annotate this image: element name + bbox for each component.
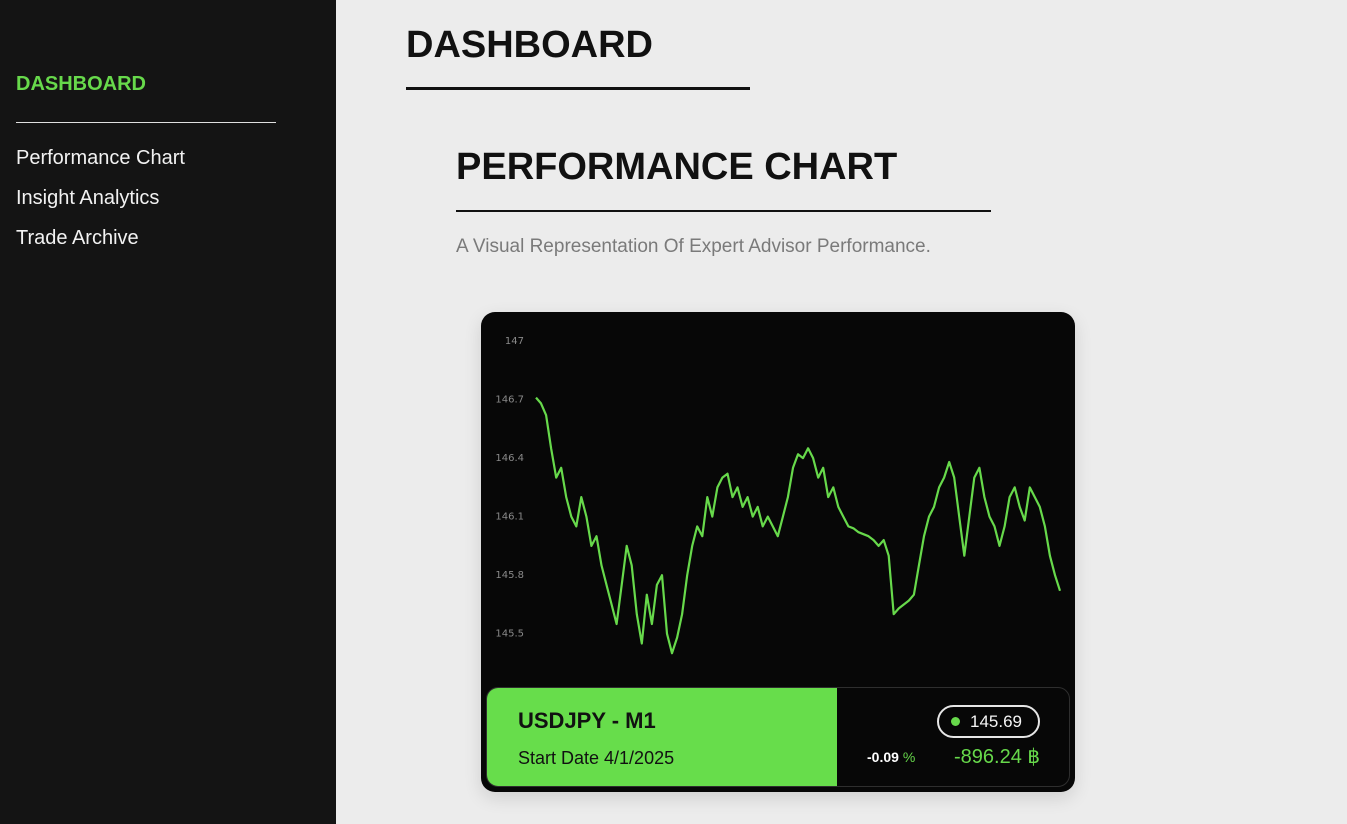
symbol-label: USDJPY - M1 <box>518 708 656 733</box>
current-price-badge: 145.69 <box>937 705 1040 738</box>
sidebar-item-trade-archive[interactable]: Trade Archive <box>16 227 139 249</box>
symbol-panel-info: USDJPY - M1 Start Date 4/1/2025 <box>487 688 837 786</box>
section-title: PERFORMANCE CHART <box>456 146 898 188</box>
current-price-value: 145.69 <box>970 711 1022 731</box>
section-title-underline <box>456 210 991 212</box>
profit-loss-value: -896.24 <box>954 746 1022 768</box>
price-chart: 147 146.7 146.4 146.1 145.8 145.5 <box>495 336 1062 655</box>
section-subtitle: A Visual Representation Of Expert Adviso… <box>456 236 931 257</box>
symbol-panel: USDJPY - M1 Start Date 4/1/2025 145.69 -… <box>486 687 1070 787</box>
live-dot-icon <box>951 717 960 726</box>
page-title: DASHBOARD <box>406 24 653 66</box>
y-tick-label: 146.1 <box>495 512 524 523</box>
sidebar: DASHBOARD Performance Chart Insight Anal… <box>0 0 336 824</box>
y-tick-label: 146.4 <box>495 453 524 464</box>
page-title-underline <box>406 87 750 90</box>
performance-card: 147 146.7 146.4 146.1 145.8 145.5 USDJPY - M1… <box>481 312 1075 792</box>
sidebar-brand[interactable]: DASHBOARD <box>16 73 146 95</box>
sidebar-item-performance-chart[interactable]: Performance Chart <box>16 147 185 169</box>
start-date-label: Start Date 4/1/2025 <box>518 748 675 768</box>
sidebar-item-insight-analytics[interactable]: Insight Analytics <box>16 187 160 209</box>
y-tick-label: 147 <box>505 336 524 347</box>
percent-sign: % <box>902 749 916 765</box>
y-tick-label: 145.8 <box>495 570 524 581</box>
percent-change-value: -0.09 <box>867 749 899 765</box>
y-tick-label: 145.5 <box>495 629 524 640</box>
profit-loss: -896.24 ฿ <box>954 744 1040 769</box>
price-series-line <box>535 396 1062 655</box>
currency-symbol: ฿ <box>1027 746 1041 768</box>
percent-change: -0.09% <box>867 749 915 765</box>
sidebar-nav: Performance Chart Insight Analytics Trad… <box>16 145 185 265</box>
sidebar-divider <box>16 122 276 123</box>
y-tick-label: 146.7 <box>495 395 524 406</box>
